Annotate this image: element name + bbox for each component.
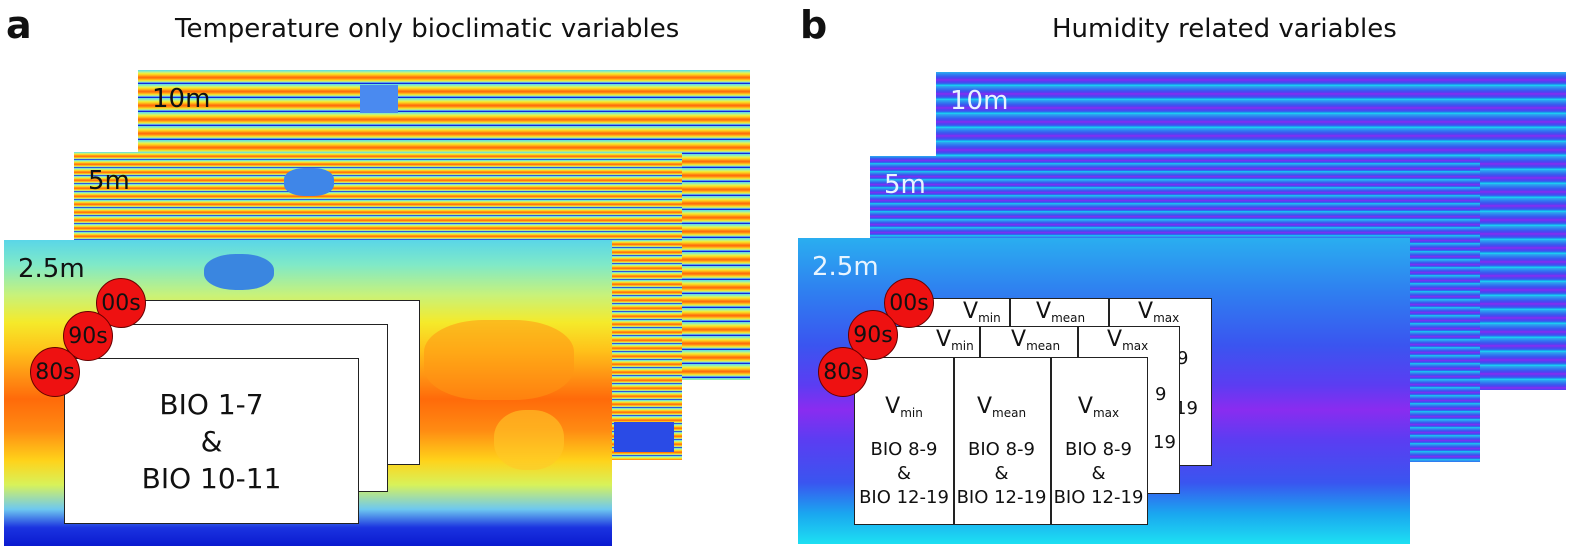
resolution-label-2-5m: 2.5m: [18, 254, 85, 284]
card-b-00s-vmin: Vmin: [963, 299, 1001, 325]
v-base: V: [1036, 299, 1052, 324]
peek-number-1: 9: [1177, 348, 1189, 369]
panel-a-title: Temperature only bioclimatic variables: [175, 14, 680, 44]
resolution-label-b-10m: 10m: [950, 86, 1009, 116]
card-b-80s-divider-1: [953, 358, 955, 524]
col-line-3: BIO 12-19: [1053, 486, 1144, 508]
v-base: V: [963, 299, 979, 324]
card-b-00s-vmean: Vmean: [1036, 299, 1085, 325]
v-sub-max: max: [1092, 406, 1120, 420]
map-a-2-5m-australia: [494, 410, 564, 470]
v-sub-mean: mean: [992, 406, 1027, 420]
col-line-1: BIO 8-9: [870, 439, 938, 460]
card-b-80s-divider-2: [1050, 358, 1052, 524]
v-sub-mean: mean: [1051, 311, 1086, 325]
column-vmin-header: Vmin: [855, 394, 953, 420]
resolution-label-10m: 10m: [152, 84, 211, 114]
v-sub-mean: mean: [1026, 339, 1061, 353]
column-vmax-text: BIO 8-9 & BIO 12-19: [1050, 438, 1147, 509]
card-b-90s-vmean: Vmean: [1011, 327, 1060, 353]
col-line-2: &: [896, 462, 912, 484]
card-b-00s-vmax: Vmax: [1138, 299, 1179, 325]
peek-number-2: 19: [1175, 398, 1198, 419]
peek-number-3: 9: [1155, 384, 1167, 405]
card-a-line-3: BIO 10-11: [141, 461, 282, 495]
panel-a-letter: a: [6, 3, 32, 47]
card-a-line-2: &: [200, 424, 223, 458]
column-vmax: Vmax BIO 8-9 & BIO 12-19: [1050, 394, 1147, 509]
column-vmean-header: Vmean: [953, 394, 1050, 420]
v-sub-min: min: [900, 406, 923, 420]
column-vmean: Vmean BIO 8-9 & BIO 12-19: [953, 394, 1050, 509]
col-line-2: &: [994, 462, 1009, 484]
col-line-2: &: [1091, 462, 1106, 484]
resolution-label-b-5m: 5m: [884, 170, 926, 200]
v-base: V: [1138, 299, 1154, 324]
decade-badge-a-80s: 80s: [30, 347, 80, 397]
decade-badge-a-90s: 90s: [63, 311, 113, 361]
column-vmin-text: BIO 8-9 & BIO 12-19: [855, 438, 953, 509]
card-a-line-1: BIO 1-7: [159, 388, 264, 421]
col-line-1: BIO 8-9: [1065, 439, 1132, 460]
map-a-10m-greenland: [360, 85, 398, 113]
v-sub-min: min: [978, 311, 1001, 325]
v-base: V: [885, 394, 901, 419]
panel-b-letter: b: [800, 3, 828, 47]
card-a-text: BIO 1-7 & BIO 10-11: [65, 387, 358, 498]
v-base: V: [1077, 394, 1093, 419]
v-sub-max: max: [1153, 311, 1180, 325]
resolution-label-b-2-5m: 2.5m: [812, 252, 879, 282]
map-a-5m-antarctic: [614, 422, 674, 452]
v-base: V: [1107, 327, 1123, 352]
v-base: V: [936, 327, 952, 352]
map-a-5m-greenland: [284, 168, 334, 196]
v-base: V: [1011, 327, 1027, 352]
v-base: V: [976, 394, 993, 419]
v-sub-min: min: [951, 339, 974, 353]
col-line-3: BIO 12-19: [859, 486, 949, 508]
v-sub-max: max: [1122, 339, 1149, 353]
card-a-80s: BIO 1-7 & BIO 10-11: [64, 358, 359, 524]
card-b-90s-vmax: Vmax: [1107, 327, 1148, 353]
map-a-2-5m-greenland: [204, 254, 274, 290]
column-vmax-header: Vmax: [1050, 394, 1147, 420]
resolution-label-5m: 5m: [88, 166, 130, 196]
column-vmean-text: BIO 8-9 & BIO 12-19: [953, 438, 1050, 509]
card-b-80s: Vmin BIO 8-9 & BIO 12-19 Vmean BIO 8-9 &…: [854, 357, 1148, 525]
col-line-1: BIO 8-9: [968, 439, 1035, 460]
panel-b-title: Humidity related variables: [1052, 14, 1397, 44]
map-a-2-5m-asia: [424, 320, 574, 400]
card-b-90s-vmin: Vmin: [936, 327, 974, 353]
column-vmin: Vmin BIO 8-9 & BIO 12-19: [855, 394, 953, 509]
col-line-3: BIO 12-19: [956, 486, 1047, 508]
decade-badge-b-80s: 80s: [818, 347, 868, 397]
peek-number-4: 19: [1153, 432, 1176, 453]
